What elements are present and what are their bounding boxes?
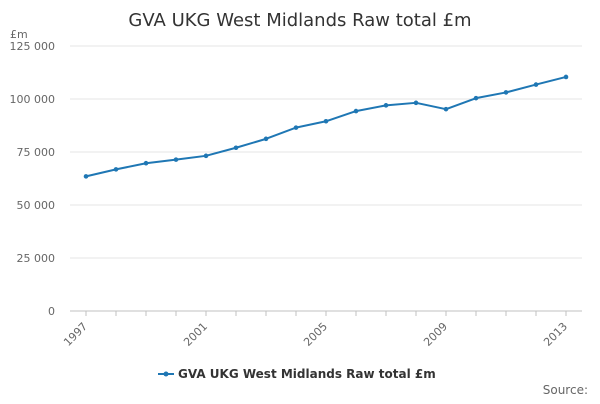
- y-axis-unit-label: £m: [10, 28, 28, 41]
- legend-label: GVA UKG West Midlands Raw total £m: [178, 367, 436, 381]
- data-point[interactable]: [323, 118, 329, 124]
- y-tick-label: 50 000: [17, 199, 56, 212]
- source-label: Source:: [543, 383, 588, 397]
- gridlines: [70, 45, 582, 312]
- y-tick-label: 100 000: [10, 93, 56, 106]
- data-point[interactable]: [263, 136, 269, 142]
- data-point[interactable]: [83, 174, 89, 179]
- y-tick-label: 125 000: [10, 40, 56, 53]
- data-point[interactable]: [113, 167, 119, 172]
- x-tick-label: 2001: [181, 320, 210, 349]
- data-point[interactable]: [383, 103, 389, 108]
- legend[interactable]: GVA UKG West Midlands Raw total £m: [158, 367, 436, 381]
- legend-marker: [163, 371, 169, 377]
- data-point[interactable]: [413, 100, 419, 106]
- x-axis-tick-labels: 1997 2001 2005 2009 2013: [61, 311, 570, 349]
- data-point[interactable]: [473, 95, 479, 101]
- x-tick-label: 1997: [61, 320, 90, 349]
- data-point[interactable]: [293, 125, 299, 130]
- x-tick-label: 2013: [541, 320, 570, 349]
- x-tick-label: 2005: [301, 320, 330, 349]
- data-point[interactable]: [563, 74, 569, 80]
- y-tick-label: 0: [48, 305, 55, 318]
- data-point[interactable]: [143, 160, 149, 166]
- data-point[interactable]: [503, 90, 509, 95]
- y-tick-label: 75 000: [17, 146, 56, 159]
- series-layer: [83, 74, 569, 179]
- data-point[interactable]: [173, 157, 179, 162]
- data-point[interactable]: [353, 108, 359, 114]
- x-tick-label: 2009: [421, 320, 450, 349]
- data-point[interactable]: [533, 82, 539, 87]
- data-point[interactable]: [203, 153, 209, 159]
- data-point[interactable]: [233, 145, 239, 151]
- data-point[interactable]: [443, 106, 449, 112]
- y-axis-tick-labels: 0 25 000 50 000 75 000 100 000 125 000: [10, 40, 56, 318]
- series-line: [85, 75, 567, 178]
- chart-title: GVA UKG West Midlands Raw total £m: [128, 10, 471, 31]
- y-tick-label: 25 000: [17, 252, 56, 265]
